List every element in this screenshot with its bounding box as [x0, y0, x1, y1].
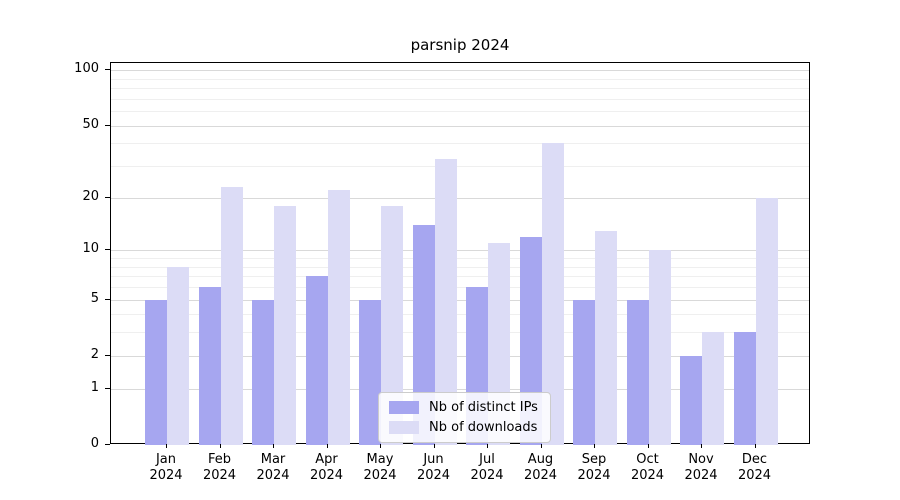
x-tick-label-mar: Mar 2024 [256, 452, 290, 483]
gridline-minor-40 [111, 143, 809, 145]
bar-downloads-jan [167, 266, 189, 445]
bar-downloads-aug [541, 143, 564, 445]
gridline-minor-70 [111, 98, 809, 100]
bar-distinct-ips-jun [412, 225, 435, 445]
legend: Nb of distinct IPs Nb of downloads [378, 392, 551, 443]
x-tick-label-jul: Jul 2024 [470, 452, 504, 483]
gridline-major-10 [111, 250, 809, 252]
bar-downloads-dec [755, 197, 778, 445]
y-tick-label-0: 0 [90, 436, 99, 451]
bar-downloads-apr [327, 190, 350, 445]
x-tick-mark-jun [433, 444, 435, 448]
x-tick-label-aug: Aug 2024 [523, 452, 558, 483]
bar-distinct-ips-may [359, 299, 381, 445]
bar-downloads-feb [220, 186, 243, 445]
gridline-minor-3 [111, 332, 809, 334]
gridline-major-5 [111, 299, 809, 301]
y-tick-mark-5 [105, 298, 110, 300]
y-tick-mark-10 [105, 249, 110, 251]
bar-distinct-ips-nov [680, 355, 702, 445]
x-tick-label-apr: Apr 2024 [309, 452, 344, 483]
gridline-minor-7 [111, 276, 809, 278]
x-tick-mark-jan [166, 444, 167, 448]
y-tick-label-100: 100 [74, 61, 99, 77]
bar-downloads-nov [702, 332, 724, 445]
x-tick-label-nov: Nov 2024 [684, 452, 718, 483]
legend-swatch-downloads [389, 421, 419, 434]
gridline-minor-60 [111, 111, 809, 113]
gridline-major-50 [111, 125, 809, 127]
gridline-minor-90 [111, 78, 809, 80]
x-tick-mark-aug [540, 444, 542, 448]
gridline-minor-80 [111, 88, 809, 90]
y-tick-mark-1 [105, 387, 110, 389]
y-tick-mark-20 [105, 196, 110, 198]
bar-distinct-ips-feb [198, 286, 221, 445]
gridline-major-1 [111, 388, 809, 390]
x-tick-label-sep: Sep 2024 [577, 452, 611, 483]
bar-distinct-ips-sep [573, 299, 595, 445]
legend-item-distinct-ips: Nb of distinct IPs [389, 400, 538, 415]
plot-area [110, 62, 810, 445]
x-tick-mark-jul [487, 444, 488, 448]
x-tick-mark-apr [326, 444, 328, 448]
gridline-minor-9 [111, 258, 809, 260]
x-tick-mark-sep [594, 444, 595, 448]
gridline-major-2 [111, 355, 809, 357]
gridline-major-100 [111, 70, 809, 72]
y-tick-label-50: 50 [82, 116, 99, 132]
bar-distinct-ips-jan [145, 299, 167, 445]
x-tick-mark-dec [754, 444, 756, 448]
y-tick-label-10: 10 [82, 241, 99, 257]
bar-distinct-ips-apr [305, 276, 328, 445]
bar-downloads-sep [595, 230, 617, 445]
bar-distinct-ips-dec [733, 332, 756, 445]
y-tick-mark-100 [105, 69, 110, 71]
y-tick-mark-2 [105, 354, 110, 356]
y-tick-mark-0 [105, 444, 110, 445]
chart-title: parsnip 2024 [410, 36, 510, 54]
x-tick-label-oct: Oct 2024 [630, 452, 665, 483]
x-tick-mark-oct [647, 444, 649, 448]
x-tick-label-feb: Feb 2024 [202, 452, 237, 483]
bar-distinct-ips-oct [626, 299, 649, 445]
x-tick-label-may: May 2024 [363, 452, 397, 483]
legend-label-downloads: Nb of downloads [429, 420, 538, 435]
gridline-major-20 [111, 197, 809, 199]
y-tick-label-5: 5 [90, 290, 99, 306]
y-tick-label-2: 2 [90, 346, 99, 362]
bar-downloads-oct [648, 250, 671, 445]
legend-swatch-distinct-ips [389, 401, 419, 414]
legend-label-distinct-ips: Nb of distinct IPs [429, 400, 538, 415]
bar-downloads-may [381, 205, 403, 445]
y-tick-label-1: 1 [90, 379, 99, 395]
gridline-minor-4 [111, 314, 809, 316]
y-tick-mark-50 [105, 124, 110, 126]
legend-item-downloads: Nb of downloads [389, 420, 538, 435]
gridline-minor-6 [111, 286, 809, 288]
x-tick-mark-may [380, 444, 381, 448]
bar-downloads-mar [274, 205, 296, 445]
x-tick-label-dec: Dec 2024 [737, 452, 772, 483]
bar-distinct-ips-mar [252, 299, 274, 445]
y-tick-label-20: 20 [82, 188, 99, 204]
gridline-minor-30 [111, 166, 809, 168]
x-tick-mark-mar [273, 444, 274, 448]
bar-downloads-jun [434, 158, 457, 445]
x-tick-mark-feb [219, 444, 221, 448]
x-tick-label-jun: Jun 2024 [416, 452, 451, 483]
x-tick-label-jan: Jan 2024 [149, 452, 183, 483]
gridline-minor-8 [111, 266, 809, 268]
x-tick-mark-nov [701, 444, 702, 448]
